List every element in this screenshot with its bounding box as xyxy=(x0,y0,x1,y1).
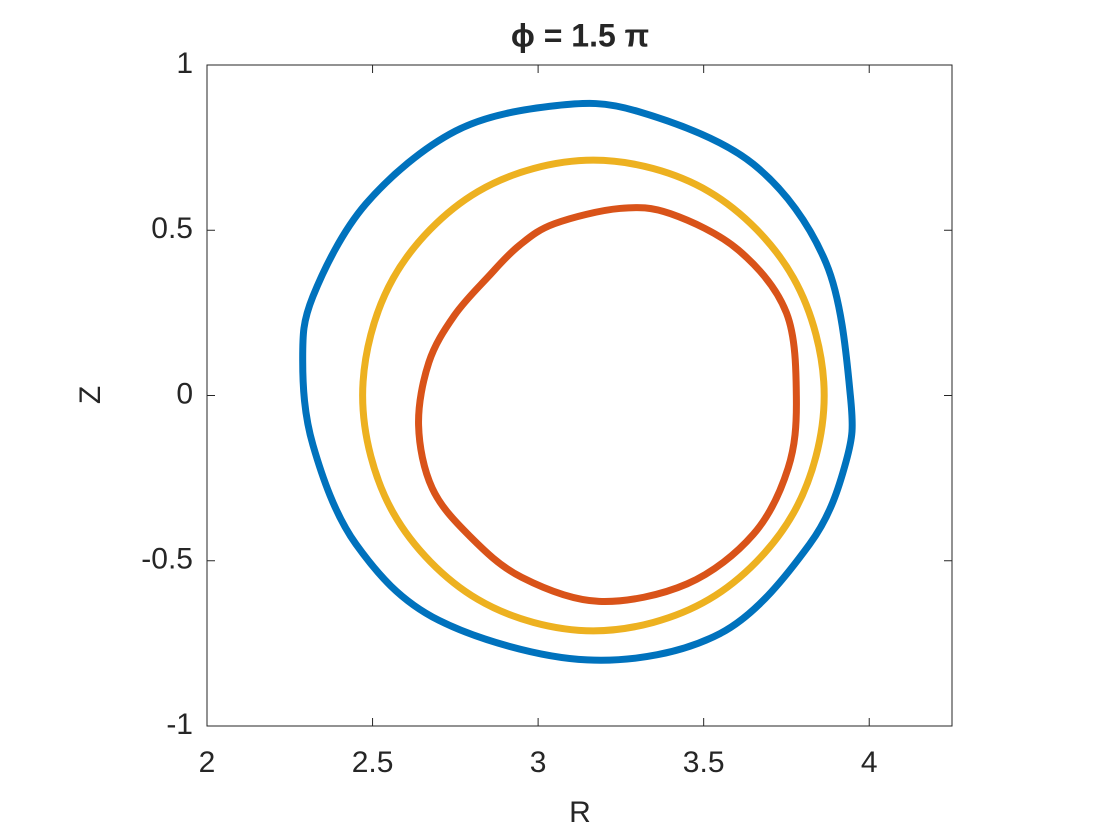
y-tick-label: 0.5 xyxy=(151,212,193,245)
y-tick-label: 1 xyxy=(176,47,193,80)
x-tick-label: 3 xyxy=(530,746,547,779)
series-line xyxy=(359,156,828,635)
x-axis-label: R xyxy=(569,796,591,829)
y-tick-label: 0 xyxy=(176,377,193,410)
x-tick-label: 4 xyxy=(861,746,878,779)
series-line xyxy=(415,204,800,605)
chart-title: ϕ = 1.5 π xyxy=(511,17,649,53)
y-axis-label: Z xyxy=(74,386,107,404)
x-tick-label: 3.5 xyxy=(683,746,725,779)
x-tick-label: 2.5 xyxy=(352,746,394,779)
x-tick-label: 2 xyxy=(199,746,216,779)
series-line xyxy=(299,99,856,664)
plot-frame xyxy=(206,64,953,727)
y-tick-label: -0.5 xyxy=(141,543,193,576)
y-tick-label: -1 xyxy=(166,708,193,741)
